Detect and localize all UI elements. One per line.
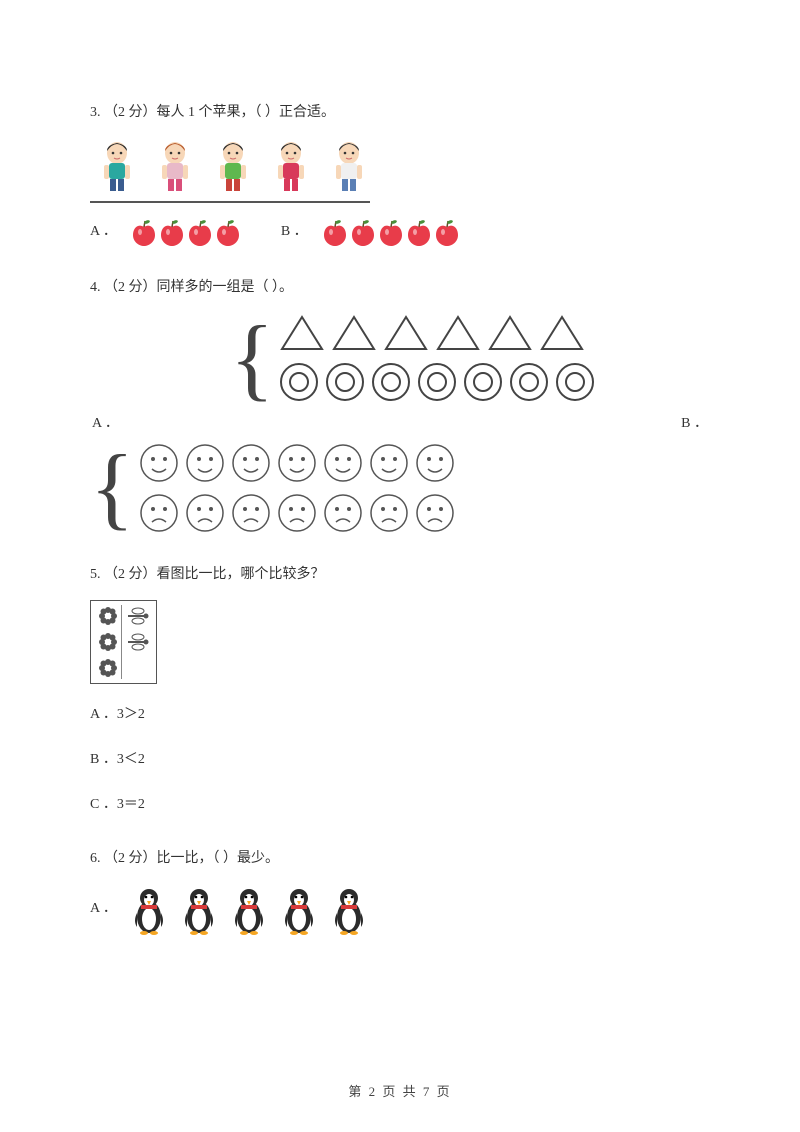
dragonfly-icon [124, 605, 150, 627]
penguin-icon [231, 885, 267, 935]
kid-icon [270, 139, 312, 195]
question-3: 3. （2 分）每人 1 个苹果，（ ）正合适。 [90, 100, 710, 247]
q4-rings [278, 361, 596, 403]
apple-icon [434, 219, 460, 247]
apple-icon [131, 219, 157, 247]
q4-option-labels: A ． B ． [90, 411, 710, 438]
q4-triangles [278, 313, 596, 353]
happy-face-icon [230, 442, 272, 484]
ring-icon [278, 361, 320, 403]
kid-icon [154, 139, 196, 195]
q4-opt-a-label: A ． [92, 411, 119, 438]
happy-face-icon [138, 442, 180, 484]
sad-face-icon [184, 492, 226, 534]
q5-opt-b: B ．3＜2 [90, 747, 710, 774]
ring-icon [554, 361, 596, 403]
q3-apples-b [322, 219, 460, 247]
q4-sad-faces [138, 492, 456, 534]
ring-icon [416, 361, 458, 403]
ring-icon [370, 361, 412, 403]
question-6: 6. （2 分）比一比，（ ）最少。 A ． [90, 846, 710, 935]
happy-face-icon [184, 442, 226, 484]
dragonfly-icon [124, 631, 150, 653]
q5-opt-a: A ．3＞2 [90, 702, 710, 729]
q6-opt-a-label: A ． [90, 896, 117, 923]
happy-face-icon [414, 442, 456, 484]
q5-dragonflies [124, 605, 150, 679]
q4-set-b: { [90, 442, 710, 534]
triangle-icon [330, 313, 378, 353]
q4-text: 4. （2 分）同样多的一组是（ ）。 [90, 275, 710, 302]
triangle-icon [382, 313, 430, 353]
happy-face-icon [368, 442, 410, 484]
apple-icon [406, 219, 432, 247]
q4-happy-faces [138, 442, 456, 484]
penguin-icon [131, 885, 167, 935]
sad-face-icon [322, 492, 364, 534]
q5-opt-c: C ．3＝2 [90, 792, 710, 819]
q3-opt-b-label: B ． [281, 219, 308, 246]
q6-penguins [131, 885, 367, 935]
sad-face-icon [276, 492, 318, 534]
happy-face-icon [276, 442, 318, 484]
ring-icon [508, 361, 550, 403]
sad-face-icon [138, 492, 180, 534]
page-footer: 第 2 页 共 7 页 [0, 1081, 800, 1100]
q5-compare-box [90, 600, 710, 702]
q3-kids-row [90, 139, 710, 195]
penguin-icon [281, 885, 317, 935]
apple-icon [378, 219, 404, 247]
q3-opt-a-label: A ． [90, 219, 117, 246]
ring-icon [324, 361, 366, 403]
kid-icon [212, 139, 254, 195]
penguin-icon [181, 885, 217, 935]
q3-text: 3. （2 分）每人 1 个苹果，（ ）正合适。 [90, 100, 710, 127]
kid-icon [328, 139, 370, 195]
flower-icon [97, 657, 119, 679]
q3-apples-a [131, 219, 241, 247]
q6-text: 6. （2 分）比一比，（ ）最少。 [90, 846, 710, 873]
happy-face-icon [322, 442, 364, 484]
q3-options: A ． B ． [90, 219, 710, 247]
apple-icon [350, 219, 376, 247]
q3-underline [90, 201, 370, 203]
q4-set-a: { [230, 313, 710, 403]
penguin-icon [331, 885, 367, 935]
apple-icon [187, 219, 213, 247]
sad-face-icon [230, 492, 272, 534]
q5-text: 5. （2 分）看图比一比，哪个比较多？ [90, 562, 710, 589]
q4-opt-b-label: B ． [681, 411, 708, 438]
brace-icon: { [90, 446, 134, 529]
q5-flowers [97, 605, 119, 679]
apple-icon [215, 219, 241, 247]
question-4: 4. （2 分）同样多的一组是（ ）。 { [90, 275, 710, 534]
ring-icon [462, 361, 504, 403]
triangle-icon [538, 313, 586, 353]
question-5: 5. （2 分）看图比一比，哪个比较多？ A ．3＞2 B ．3＜2 C [90, 562, 710, 818]
apple-icon [159, 219, 185, 247]
triangle-icon [434, 313, 482, 353]
sad-face-icon [414, 492, 456, 534]
triangle-icon [278, 313, 326, 353]
apple-icon [322, 219, 348, 247]
flower-icon [97, 605, 119, 627]
kid-icon [96, 139, 138, 195]
flower-icon [97, 631, 119, 653]
q6-option-a: A ． [90, 885, 710, 935]
brace-icon: { [230, 317, 274, 400]
triangle-icon [486, 313, 534, 353]
sad-face-icon [368, 492, 410, 534]
